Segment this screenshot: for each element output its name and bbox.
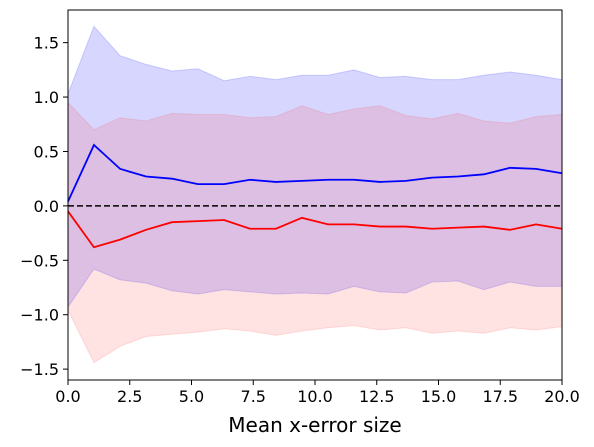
x-tick-label: 7.5: [241, 387, 266, 406]
bands: [67, 25, 563, 364]
y-tick-label: 1.0: [34, 88, 59, 107]
confidence-band-2: [67, 101, 563, 364]
y-axis: −1.5 −1.0 −0.5 0.0 0.5 1.0 1.5: [20, 34, 68, 379]
series-line-1: [67, 143, 563, 202]
x-tick-label: 15.0: [421, 387, 457, 406]
x-tick-label: 0.0: [55, 387, 80, 406]
series-lines: [67, 143, 563, 249]
series-line-2: [67, 210, 563, 249]
y-tick-label: −0.5: [20, 251, 59, 270]
y-tick-label: 1.5: [34, 34, 59, 53]
x-axis-label: Mean x-error size: [228, 413, 401, 437]
x-tick-label: 5.0: [179, 387, 204, 406]
y-tick-label: 0.5: [34, 142, 59, 161]
x-tick-label: 17.5: [482, 387, 518, 406]
y-tick-label: −1.0: [20, 306, 59, 325]
x-tick-label: 2.5: [117, 387, 142, 406]
x-axis: 0.0 2.5 5.0 7.5 10.0 12.5 15.0 17.5 20.0: [55, 380, 580, 406]
x-tick-label: 12.5: [359, 387, 395, 406]
y-tick-label: −1.5: [20, 360, 59, 379]
x-tick-label: 20.0: [544, 387, 580, 406]
x-tick-label: 10.0: [297, 387, 333, 406]
y-tick-label: 0.0: [34, 197, 59, 216]
